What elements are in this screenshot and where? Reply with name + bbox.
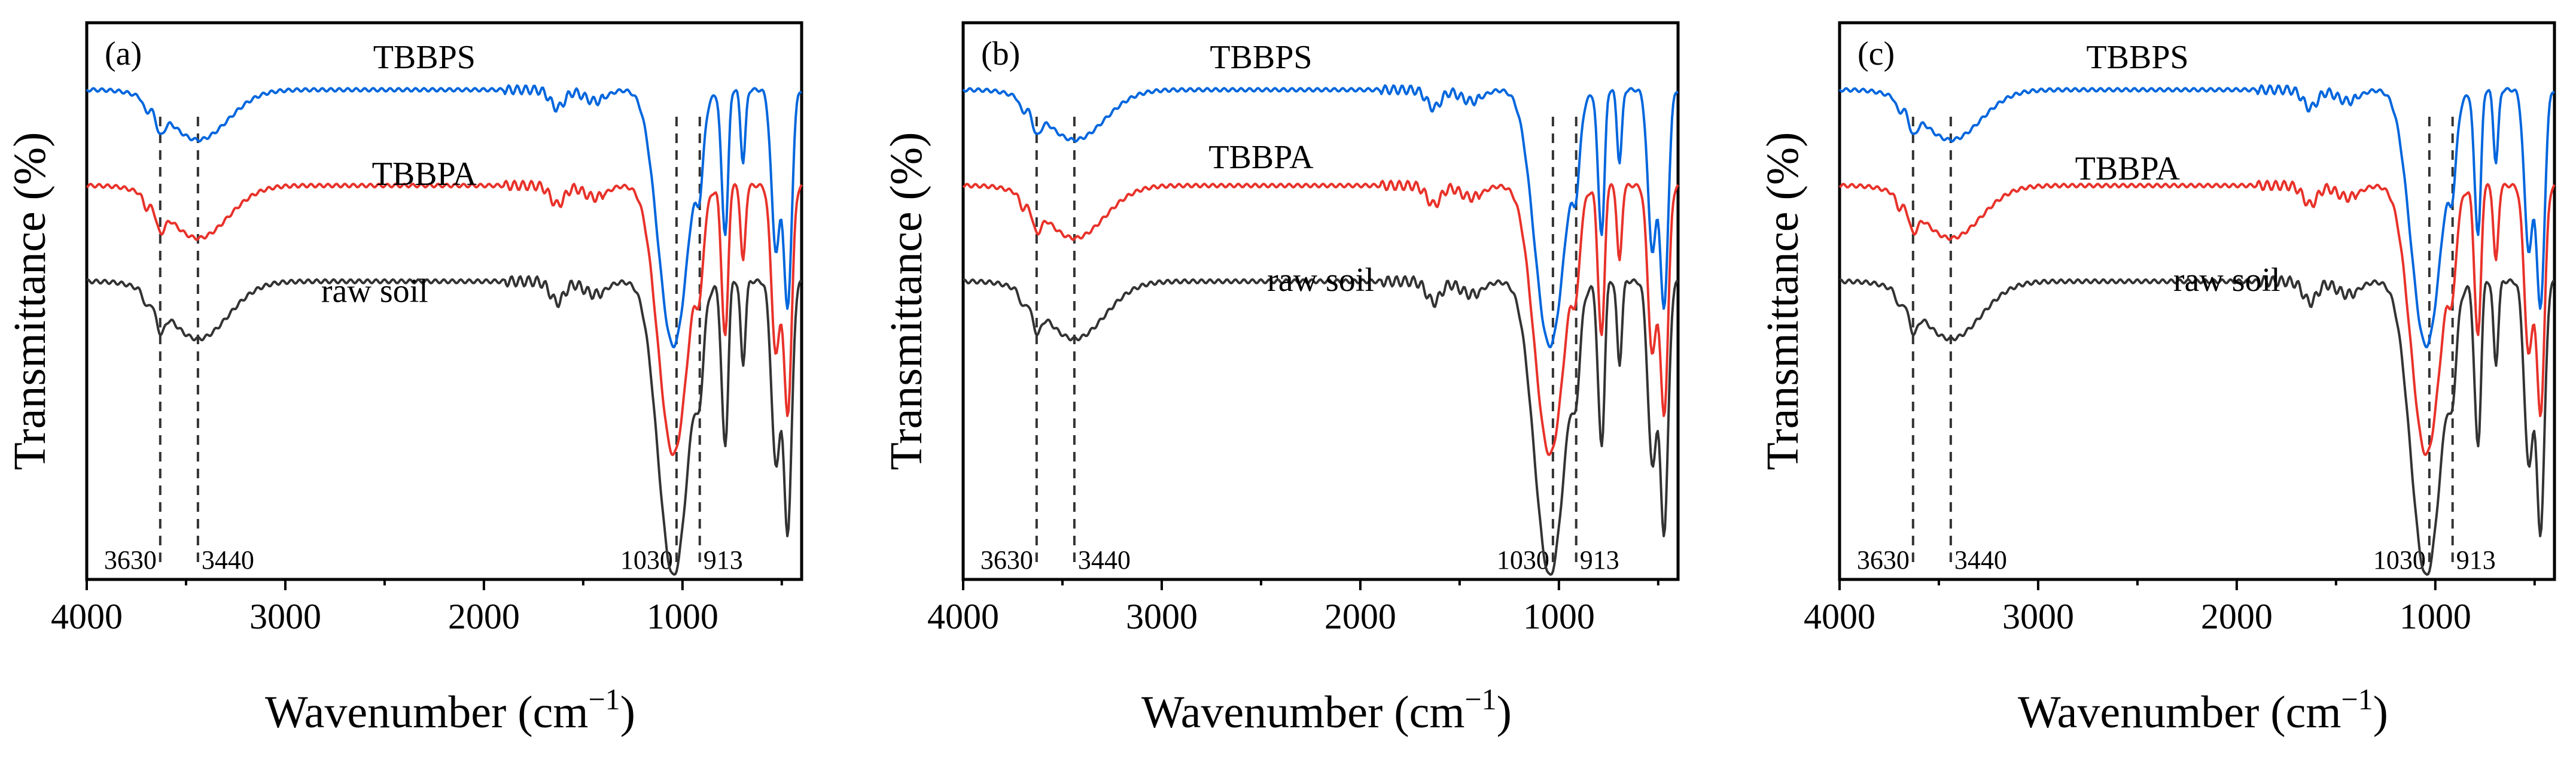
x-axis-title-main: Wavenumber (cm <box>1141 687 1464 737</box>
reference-line-label: 3630 <box>981 545 1033 575</box>
reference-line-label: 913 <box>704 545 743 575</box>
series-line-tbbps <box>86 84 802 348</box>
reference-line-label: 1030 <box>2373 545 2426 575</box>
series-label: TBBPA <box>372 156 477 193</box>
reference-line-label: 913 <box>2456 545 2496 575</box>
chart-panel-0: 4000 3000 2000 1000 Wavenumber (cm−1) Transmi… <box>5 21 803 737</box>
plot-frame <box>961 21 1680 581</box>
series-label: raw soil <box>1267 262 1374 299</box>
x-tick-label: 2000 <box>448 597 520 636</box>
x-tick-label: 3000 <box>249 597 321 636</box>
series-label: raw soil <box>321 272 428 309</box>
x-tick-label: 1000 <box>2400 597 2471 636</box>
panel-label: (c) <box>1858 35 1895 72</box>
plot-frame <box>1838 21 2556 581</box>
series-line-tbbpa <box>1838 180 2556 456</box>
series-label: TBBPA <box>1208 139 1314 176</box>
series-line-tbbps <box>1838 84 2555 348</box>
x-tick-label: 4000 <box>1804 597 1875 636</box>
x-axis-title-main: Wavenumber (cm <box>2018 687 2341 737</box>
series-label: TBBPS <box>1210 39 1312 76</box>
x-axis-title: Wavenumber (cm−1) <box>2018 682 2388 737</box>
y-axis-title: Transmittance (%) <box>881 132 931 470</box>
chart-panel-1: 4000 3000 2000 1000 Wavenumber (cm−1) Transmi… <box>881 21 1680 737</box>
x-axis-title-sup: −1 <box>1464 682 1496 716</box>
x-axis-title-close: ) <box>2373 687 2388 737</box>
x-tick-label: 1000 <box>647 597 718 636</box>
series-label: TBBPA <box>2075 150 2181 187</box>
y-axis-title: Transmittance (%) <box>5 132 55 470</box>
x-axis-title: Wavenumber (cm−1) <box>265 682 635 737</box>
x-axis-title-sup: −1 <box>2341 682 2373 716</box>
chart-panel-2: 4000 3000 2000 1000 Wavenumber (cm−1) Transmi… <box>1758 21 2556 737</box>
reference-line-label: 3440 <box>1954 545 2007 575</box>
panel-label: (b) <box>981 35 1020 72</box>
x-tick-label: 2000 <box>1324 597 1396 636</box>
series-label: TBBPS <box>373 39 476 76</box>
reference-line-label: 3630 <box>1857 545 1910 575</box>
x-tick-label: 3000 <box>2002 597 2074 636</box>
x-axis-title-main: Wavenumber (cm <box>265 687 588 737</box>
series-line-tbbpa <box>86 180 803 456</box>
x-tick-label: 4000 <box>51 597 123 636</box>
reference-line-label: 913 <box>1580 545 1619 575</box>
x-tick-label: 4000 <box>927 597 999 636</box>
x-axis-title-close: ) <box>620 687 635 737</box>
series-label: TBBPS <box>2086 39 2188 76</box>
series-line-tbbps <box>962 84 1679 348</box>
reference-line-label: 3630 <box>104 545 157 575</box>
series-label: raw soil <box>2173 262 2280 299</box>
x-axis-title-close: ) <box>1497 687 1512 737</box>
plot-frame <box>85 21 803 581</box>
y-axis-title: Transmittance (%) <box>1758 132 1808 470</box>
reference-line-label: 3440 <box>1078 545 1131 575</box>
x-axis-title-sup: −1 <box>588 682 620 716</box>
series-line-raw-soil <box>1839 275 2555 576</box>
x-axis-title: Wavenumber (cm−1) <box>1141 682 1512 737</box>
reference-line-label: 1030 <box>1497 545 1549 575</box>
series-line-tbbpa <box>962 180 1679 456</box>
x-tick-label: 3000 <box>1126 597 1198 636</box>
reference-line-label: 3440 <box>202 545 254 575</box>
reference-line-label: 1030 <box>620 545 673 575</box>
x-tick-label: 1000 <box>1523 597 1595 636</box>
panel-label: (a) <box>105 35 142 72</box>
series-line-raw-soil <box>86 275 802 576</box>
x-tick-label: 2000 <box>2201 597 2273 636</box>
series-line-raw-soil <box>963 275 1679 576</box>
